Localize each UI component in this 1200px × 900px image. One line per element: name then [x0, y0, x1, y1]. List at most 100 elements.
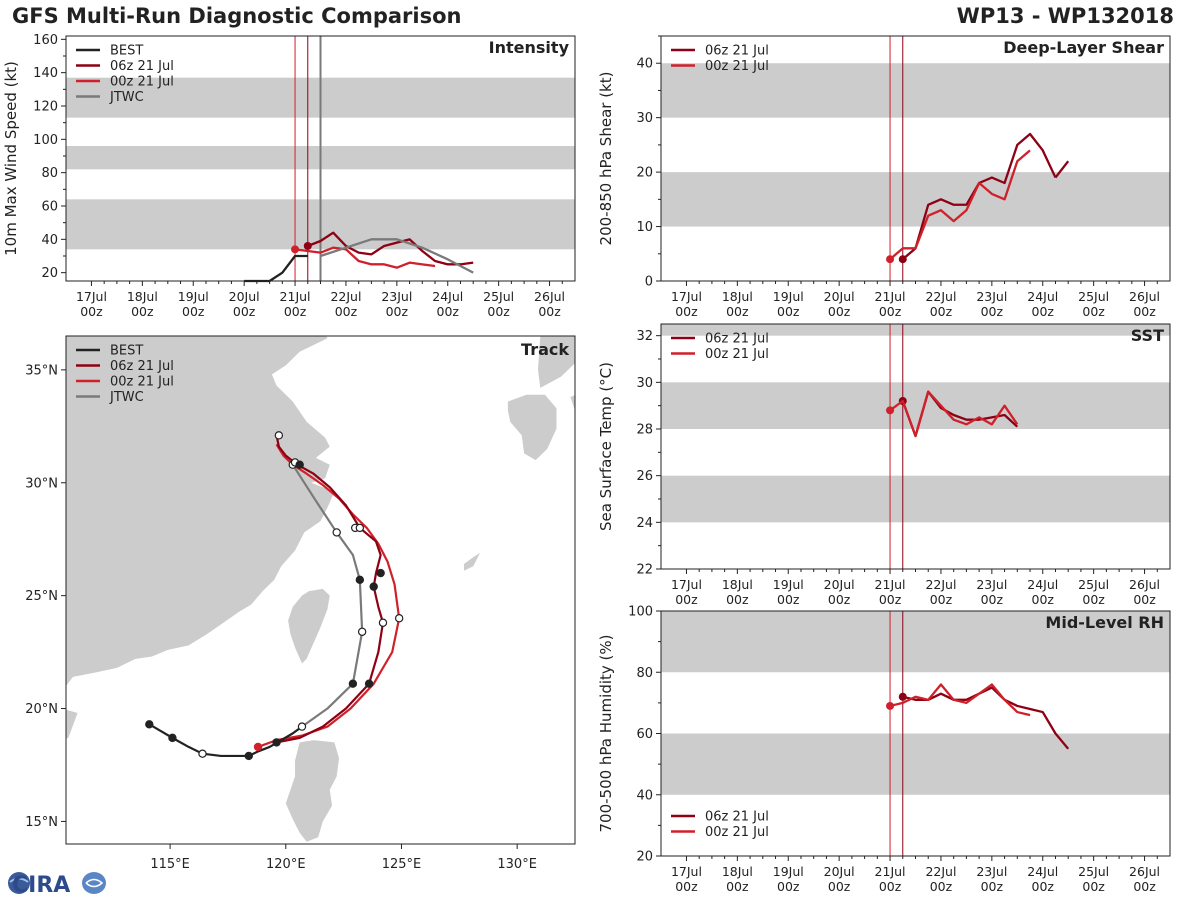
y-tick-label: 160: [33, 33, 58, 48]
panel-title: Deep-Layer Shear: [1003, 38, 1164, 57]
legend-label: 06z 21 Jul: [705, 332, 769, 347]
panel-title: Track: [521, 340, 569, 359]
y-tick-label: 15°N: [25, 815, 58, 830]
track-position-dot: [272, 738, 281, 747]
plot-frame-track: [65, 335, 576, 845]
x-tick-label: 22Jul 00z: [925, 577, 956, 607]
y-tick-label: 80: [636, 666, 653, 681]
x-tick-label: 24Jul 00z: [1027, 577, 1058, 607]
track-position-dot: [376, 568, 385, 578]
series-line-run00: [889, 683, 1031, 717]
legend-label: 00z 21 Jul: [110, 375, 174, 390]
series-line-run06: [1054, 160, 1070, 179]
track-position-open-dot: [378, 618, 388, 627]
x-tick-label: 21Jul 00z: [875, 289, 906, 319]
land-masses: [66, 336, 575, 842]
x-tick-label: 18Jul 00z: [722, 577, 753, 607]
y-tick-label: 20: [41, 266, 58, 281]
x-tick-label: 21Jul 00z: [875, 577, 906, 607]
track-position-dot: [348, 679, 358, 688]
y-tick-label: 120: [33, 100, 58, 115]
y-tick-label: 60: [636, 727, 653, 742]
track-position-open-dot: [332, 528, 341, 537]
y-tick-label: 0: [645, 275, 653, 290]
y-axis-label: 10m Max Wind Speed (kt): [2, 61, 20, 256]
series-line-run06: [307, 231, 474, 266]
track-line-run00: [257, 443, 401, 748]
y-tick-label: 30°N: [25, 476, 58, 491]
track-position-dot: [369, 582, 378, 591]
x-tick-label: 25Jul 00z: [483, 289, 514, 319]
y-tick-label: 20°N: [25, 702, 58, 717]
x-tick-label: 22Jul 00z: [925, 864, 956, 894]
land-china: [66, 336, 335, 686]
x-tick-label: 21Jul 00z: [280, 289, 311, 319]
y-tick-label: 26: [636, 469, 653, 484]
land-kyushu: [507, 394, 557, 461]
track-position-dot: [364, 679, 374, 688]
panel-intensity: 17Jul 00z 18Jul 00z 19Jul 00z 20Jul 00z 21Jul 00z…: [2, 33, 576, 319]
y-tick-label: 60: [41, 200, 58, 215]
y-tick-label: 28: [636, 423, 653, 438]
series-marker: [886, 406, 895, 415]
panel-track: 115°E 120°E 125°E 130°E 15°N 20°N 25°N 30°N 35°N…: [25, 335, 576, 872]
track-position-dot: [295, 460, 304, 469]
y-axis-label: Sea Surface Temp (°C): [597, 362, 615, 531]
band-sst: [661, 382, 1170, 429]
x-tick-label: 26Jul 00z: [1129, 577, 1160, 607]
x-tick-label: 19Jul 00z: [773, 289, 804, 319]
x-tick-label: 23Jul 00z: [381, 289, 412, 319]
track-position-dot: [145, 720, 154, 729]
y-tick-label: 24: [636, 516, 653, 531]
series-line-run00: [294, 246, 436, 269]
x-tick-label: 23Jul 00z: [976, 864, 1007, 894]
x-tick-label: 25Jul 00z: [1078, 577, 1109, 607]
cira-logo: CIRA: [8, 872, 106, 898]
y-tick-label: 40: [636, 57, 653, 72]
track-position-open-dot: [357, 627, 367, 636]
legend-label: JTWC: [109, 90, 144, 105]
track-position-open-dot: [394, 614, 404, 623]
land-taiwan: [288, 588, 330, 664]
track-position-dot: [244, 751, 253, 761]
legend-label: JTWC: [109, 390, 144, 405]
band-shear: [661, 172, 1170, 227]
track-position-dot: [168, 733, 177, 743]
land-luzon: [285, 740, 340, 842]
legend-label: 00z 21 Jul: [110, 75, 174, 90]
land-hainan: [66, 709, 78, 739]
x-tick-label: 21Jul 00z: [875, 864, 906, 894]
series-marker: [898, 255, 907, 264]
legend-label: BEST: [110, 344, 143, 359]
series-marker: [886, 255, 895, 264]
band-sst: [661, 475, 1170, 523]
land-shikoku: [570, 395, 575, 411]
band-sst: [661, 324, 1170, 336]
x-tick-label: 18Jul 00z: [127, 289, 158, 319]
x-tick-label: 17Jul 00z: [671, 864, 702, 894]
figure-title: GFS Multi-Run Diagnostic Comparison: [12, 4, 462, 28]
series-line-run00: [889, 390, 1019, 438]
x-tick-label: 17Jul 00z: [76, 289, 107, 319]
x-tick-label: 26Jul 00z: [1129, 289, 1160, 319]
y-tick-label: 30: [636, 376, 653, 391]
panel-sst: 17Jul 00z 18Jul 00z 19Jul 00z 20Jul 00z 21Jul 00z…: [597, 323, 1171, 607]
legend-label: BEST: [110, 44, 143, 59]
x-tick-label: 26Jul 00z: [534, 289, 565, 319]
y-tick-label: 80: [41, 166, 58, 181]
x-tick-label: 24Jul 00z: [1027, 289, 1058, 319]
x-tick-label: 125°E: [382, 857, 422, 872]
y-tick-label: 140: [33, 66, 58, 81]
x-tick-label: 115°E: [150, 857, 190, 872]
panel-title: Intensity: [489, 38, 570, 57]
x-tick-label: 17Jul 00z: [671, 289, 702, 319]
x-tick-label: 23Jul 00z: [976, 289, 1007, 319]
x-tick-label: 25Jul 00z: [1078, 289, 1109, 319]
x-tick-label: 24Jul 00z: [432, 289, 463, 319]
cira-swirl-icon: [82, 872, 106, 894]
